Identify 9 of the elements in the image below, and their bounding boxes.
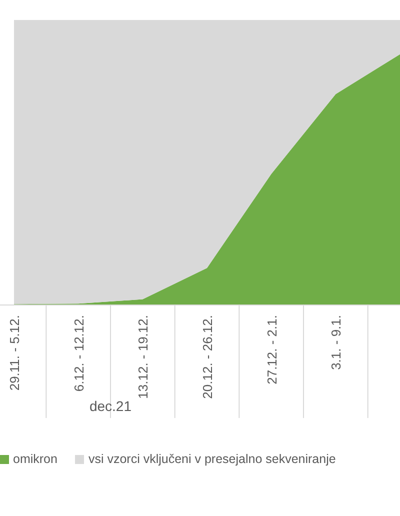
legend-label: vsi vzorci vključeni v presejalno sekveniranje	[88, 452, 336, 466]
x-tick-label: 3.1. - 9.1.	[328, 315, 344, 370]
x-tick-label: 29.11. - 5.12.	[7, 315, 22, 391]
x-tick-label: 20.12. - 26.12.	[200, 315, 215, 399]
x-tick-label: 6.12. - 12.12.	[71, 315, 86, 392]
x-tick-label: 27.12. - 2.1.	[264, 315, 280, 384]
x-tick-label: 13.12. - 19.12.	[136, 315, 151, 399]
text: dec.21	[88, 398, 133, 414]
legend-label: omikron	[13, 452, 58, 466]
